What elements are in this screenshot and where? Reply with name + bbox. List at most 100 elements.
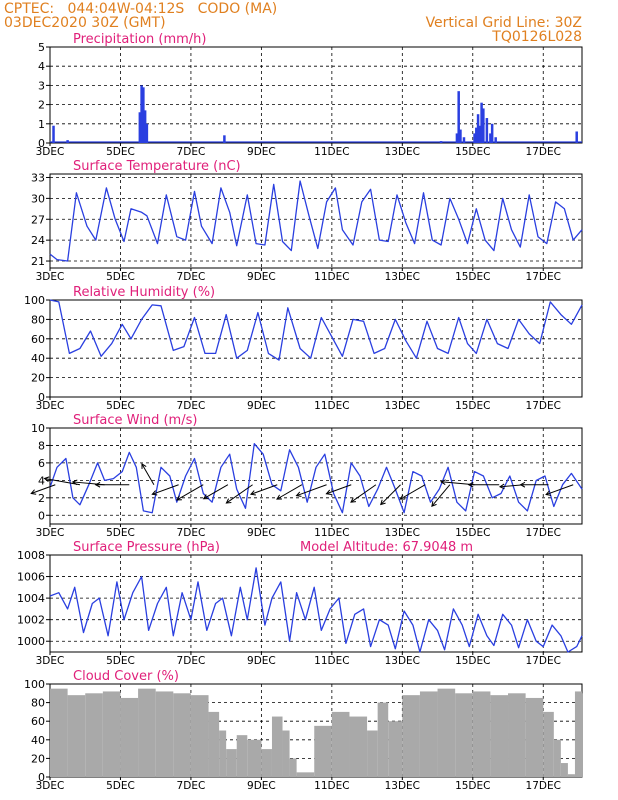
wind-xtick-label: 7DEC xyxy=(177,527,206,539)
wind-arrow-head xyxy=(276,494,282,500)
rh-ytick-label: 100 xyxy=(24,294,45,307)
wind-arrow-shaft xyxy=(545,484,574,496)
cloud-xtick-label: 9DEC xyxy=(247,780,276,792)
precip-xtick-label: 13DEC xyxy=(385,146,420,158)
wind-arrow-shaft xyxy=(152,484,179,495)
wind-arrow-shaft xyxy=(380,484,401,505)
temp-ytick-label: 33 xyxy=(31,171,45,184)
wind-arrow-head xyxy=(440,479,446,485)
wind-arrow-shaft xyxy=(203,484,229,500)
wind-xtick-label: 15DEC xyxy=(455,527,490,539)
cloud-xtick-label: 7DEC xyxy=(177,780,206,792)
wind-arrow-head xyxy=(545,490,552,496)
temp-title: Surface Temperature (nC) xyxy=(73,159,241,174)
precip-frame xyxy=(49,46,583,144)
cloud-bar xyxy=(560,763,568,777)
cloud-xtick-label: 15DEC xyxy=(455,780,490,792)
cloud-bar xyxy=(155,691,174,777)
temp-frame xyxy=(49,173,583,269)
wind-arrow-head xyxy=(202,494,209,500)
wind-ytick-label: 8 xyxy=(38,439,45,452)
header-line2-left: 03DEC2020 30Z (GMT) xyxy=(4,15,166,31)
rh-xtick-label: 17DEC xyxy=(526,400,561,412)
cloud-bar xyxy=(50,688,68,777)
cloud-bar xyxy=(138,688,156,777)
wind-arrow-head xyxy=(295,491,302,497)
cloud-bar xyxy=(543,711,554,777)
wind-arrow xyxy=(225,484,253,504)
cloud-bar xyxy=(67,695,86,777)
precip-bar xyxy=(459,129,462,143)
cloud-ytick-label: 60 xyxy=(31,715,45,728)
wind-arrow xyxy=(151,484,179,496)
precip-ytick-label: 4 xyxy=(38,60,45,73)
rh-ytick-label: 80 xyxy=(31,313,45,326)
cloud-bar xyxy=(236,735,248,777)
rh-ytick-label: 60 xyxy=(31,333,45,346)
cloud-ytick-label: 20 xyxy=(31,752,45,765)
rh-title: Relative Humidity (%) xyxy=(73,285,215,300)
wind-arrow-head xyxy=(151,490,158,496)
pressure-xtick-label: 15DEC xyxy=(455,655,490,667)
precip-bar xyxy=(490,123,494,143)
cloud-xtick-label: 11DEC xyxy=(314,780,349,792)
wind-arrow xyxy=(43,476,81,486)
wind-arrow-head xyxy=(380,499,386,506)
wind-arrow xyxy=(380,484,401,506)
wind-arrow-head xyxy=(94,481,101,488)
cloud-bar xyxy=(508,693,526,777)
wind-arrow xyxy=(498,483,524,490)
cloud-bar xyxy=(574,691,582,777)
precip-bar xyxy=(475,127,478,143)
pressure-title: Surface Pressure (hPa) xyxy=(73,540,220,555)
precip-bar xyxy=(485,118,489,143)
cloud-bar xyxy=(490,695,509,777)
pressure-ytick-label: 1000 xyxy=(17,635,45,648)
precip-ytick-label: 5 xyxy=(38,41,45,54)
precip-xtick-label: 11DEC xyxy=(314,146,349,158)
rh-xtick-label: 7DEC xyxy=(177,400,206,412)
precip-bar xyxy=(478,125,482,143)
wind-arrow-head xyxy=(519,481,526,488)
pressure-series-line xyxy=(49,567,583,653)
wind-xtick-label: 9DEC xyxy=(247,527,276,539)
wind-arrow xyxy=(202,484,229,500)
rh-series-line xyxy=(49,299,583,361)
cloud-bar xyxy=(289,758,297,777)
wind-xtick-label: 11DEC xyxy=(314,527,349,539)
cloud-bar xyxy=(419,691,438,777)
wind-arrow-shaft xyxy=(31,484,56,494)
temp-ytick-label: 24 xyxy=(31,234,45,247)
wind-ytick-label: 10 xyxy=(31,422,45,435)
cloud-bar xyxy=(226,749,237,777)
precip-bar xyxy=(223,135,226,143)
pressure-ytick-label: 1006 xyxy=(17,571,45,584)
panel-rh: 0 20 40 60 80 100 3DEC 5DEC 7DEC 9DEC 11DEC 13DEC 15… xyxy=(24,285,583,412)
wind-xtick-label: 3DEC xyxy=(36,527,65,539)
wind-arrow xyxy=(176,484,204,501)
cloud-bar xyxy=(261,749,272,777)
precip-bar xyxy=(145,123,149,143)
cloud-bar xyxy=(388,721,403,777)
cloud-bar xyxy=(582,693,583,777)
precip-bar xyxy=(52,125,55,143)
cloud-bar xyxy=(567,774,575,777)
precip-ytick-label: 0 xyxy=(38,137,45,150)
panel-precip: 0 1 2 3 4 5 3DEC 5DEC 7DEC 9DEC 11DEC 13DEC 15DEC 17D… xyxy=(36,32,583,158)
wind-arrow-head xyxy=(325,489,332,496)
cloud-bar xyxy=(219,730,227,777)
cloud-bar xyxy=(85,693,103,777)
precip-bar xyxy=(457,91,460,143)
temp-xtick-label: 13DEC xyxy=(385,271,420,283)
cloud-bar xyxy=(331,711,350,777)
wind-arrow-shaft xyxy=(141,463,155,485)
temp-xtick-label: 3DEC xyxy=(36,271,65,283)
wind-ytick-label: 0 xyxy=(38,509,45,522)
pressure-xtick-label: 13DEC xyxy=(385,655,420,667)
cloud-ytick-label: 0 xyxy=(38,771,45,784)
precip-bar xyxy=(575,131,578,143)
cloud-bar xyxy=(525,697,544,777)
cloud-bar xyxy=(402,695,420,777)
cloud-bar xyxy=(208,711,220,777)
